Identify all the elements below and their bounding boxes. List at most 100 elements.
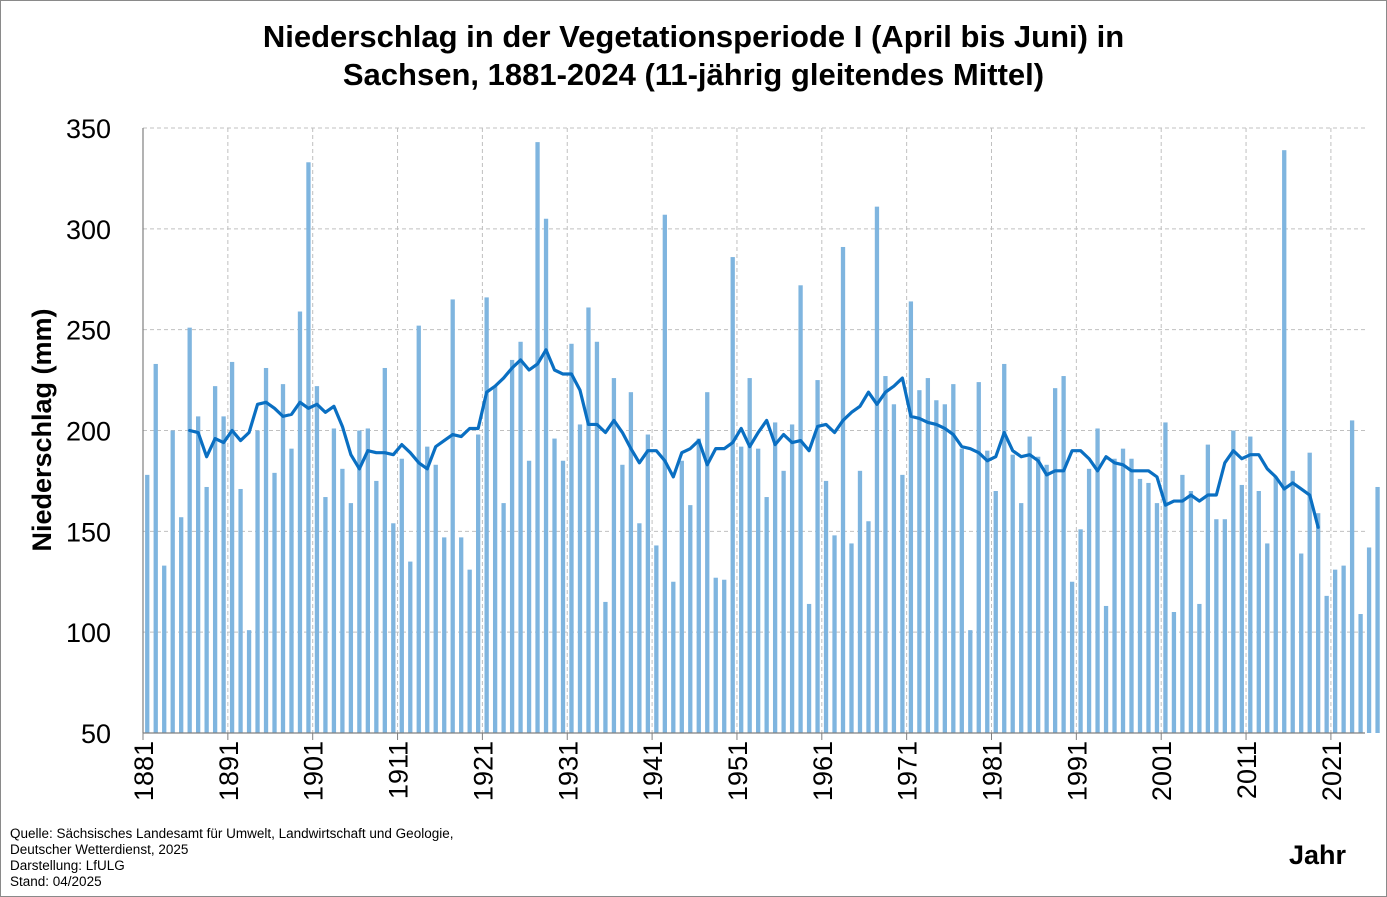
bar bbox=[637, 523, 642, 733]
bar bbox=[1036, 456, 1041, 733]
bar bbox=[1299, 553, 1304, 733]
axis-layer: 50 100 150 200 250 300 350 1881 1891 1901 1911 1921… bbox=[66, 114, 1365, 801]
y-tick-label: 300 bbox=[66, 215, 111, 245]
x-tick-label: 1991 bbox=[1062, 741, 1092, 801]
bar bbox=[789, 424, 795, 733]
bar bbox=[280, 384, 286, 733]
bar bbox=[849, 543, 854, 733]
bar bbox=[476, 434, 481, 733]
bar bbox=[603, 601, 608, 733]
bar bbox=[688, 505, 693, 733]
bar bbox=[297, 311, 303, 733]
bar bbox=[1129, 458, 1134, 733]
bar bbox=[823, 480, 829, 733]
bar bbox=[391, 523, 396, 733]
bar bbox=[1180, 474, 1185, 733]
x-tick-label: 1941 bbox=[638, 741, 668, 801]
bar bbox=[569, 343, 574, 733]
x-tick-label: 2021 bbox=[1317, 741, 1347, 801]
bar bbox=[925, 378, 931, 733]
bar bbox=[951, 384, 956, 733]
bar bbox=[1366, 547, 1372, 733]
bar bbox=[840, 246, 846, 734]
bar bbox=[815, 380, 820, 733]
x-tick-label: 1901 bbox=[299, 741, 329, 801]
bar-series bbox=[145, 142, 1380, 734]
bar bbox=[238, 488, 243, 733]
bar bbox=[399, 458, 404, 733]
bar bbox=[1052, 388, 1058, 733]
bar bbox=[832, 535, 837, 733]
bar bbox=[764, 497, 769, 733]
bar bbox=[1171, 612, 1177, 733]
bar bbox=[908, 301, 914, 733]
bar bbox=[654, 545, 659, 733]
y-tick-label: 150 bbox=[66, 517, 111, 547]
x-tick-label: 1881 bbox=[129, 741, 159, 801]
bar bbox=[263, 367, 269, 733]
bar bbox=[976, 382, 981, 733]
bar bbox=[196, 416, 201, 733]
bar bbox=[671, 581, 676, 733]
bar bbox=[1154, 503, 1160, 733]
bar bbox=[1137, 478, 1143, 733]
bar bbox=[170, 430, 175, 733]
bar bbox=[1282, 150, 1287, 733]
bar bbox=[586, 307, 591, 733]
source-line: Deutscher Wetterdienst, 2025 bbox=[10, 842, 189, 857]
x-tick-label: 1971 bbox=[893, 741, 923, 801]
bar bbox=[450, 299, 455, 733]
bar bbox=[1146, 482, 1151, 733]
bar bbox=[1120, 448, 1126, 733]
bar bbox=[212, 386, 218, 733]
bar bbox=[1290, 470, 1295, 733]
bar bbox=[145, 474, 150, 733]
bar bbox=[1103, 605, 1109, 733]
bar bbox=[942, 404, 947, 733]
bar bbox=[1265, 543, 1270, 733]
bar bbox=[1188, 491, 1194, 733]
bar bbox=[645, 434, 651, 733]
bar bbox=[416, 325, 421, 733]
source-line: Darstellung: LfULG bbox=[10, 858, 125, 873]
bar bbox=[204, 486, 209, 733]
bar bbox=[1019, 503, 1024, 733]
x-tick-label: 2011 bbox=[1232, 741, 1262, 799]
bar bbox=[1316, 513, 1321, 733]
chart-title: Niederschlag in der Vegetationsperiode I… bbox=[0, 18, 1387, 94]
x-tick-label: 2001 bbox=[1147, 741, 1177, 801]
bar bbox=[1239, 484, 1244, 733]
bar bbox=[374, 480, 379, 733]
bar bbox=[959, 448, 964, 733]
bar bbox=[1231, 430, 1236, 733]
bar bbox=[348, 503, 354, 733]
x-tick-label: 1961 bbox=[808, 741, 838, 801]
bar bbox=[730, 257, 735, 733]
bar bbox=[611, 378, 617, 733]
x-tick-label: 1951 bbox=[723, 741, 753, 801]
bar bbox=[289, 448, 294, 733]
bar bbox=[883, 376, 888, 733]
moving-average-line bbox=[188, 348, 1320, 529]
bar bbox=[772, 422, 778, 733]
bar bbox=[1205, 444, 1211, 733]
x-tick-label: 1921 bbox=[468, 741, 498, 801]
bar bbox=[1010, 454, 1015, 733]
bar bbox=[272, 472, 277, 733]
bar bbox=[917, 390, 922, 733]
bar bbox=[993, 491, 998, 733]
bar bbox=[331, 428, 337, 733]
y-tick-label: 100 bbox=[66, 618, 111, 648]
bar bbox=[484, 297, 489, 733]
bar bbox=[509, 359, 515, 733]
bar bbox=[696, 438, 701, 733]
bar bbox=[891, 404, 897, 733]
bar bbox=[433, 464, 438, 733]
bar bbox=[1248, 436, 1253, 733]
bar bbox=[162, 565, 167, 733]
bar bbox=[874, 206, 880, 733]
x-tick-label: 1911 bbox=[384, 741, 414, 799]
bar bbox=[1002, 363, 1007, 733]
bar bbox=[306, 162, 311, 733]
